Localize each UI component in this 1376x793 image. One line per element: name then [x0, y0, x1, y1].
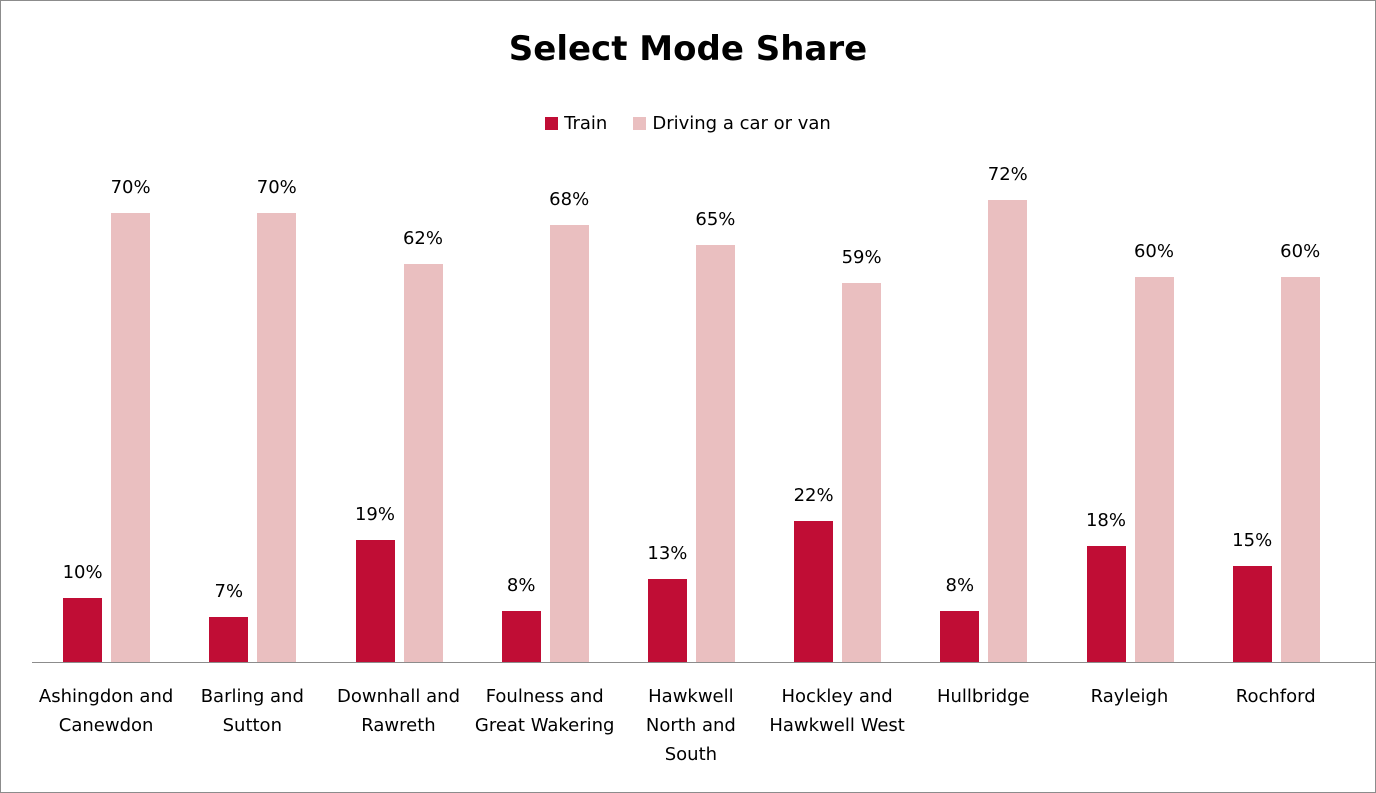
legend-swatch — [545, 117, 559, 130]
x-tick-label: Hullbridge — [936, 686, 1030, 707]
data-label: 60% — [1133, 240, 1174, 262]
bar — [988, 199, 1028, 662]
bar — [940, 610, 980, 662]
x-tick-label: Hawkwell North and South — [645, 686, 736, 765]
bar — [1086, 546, 1126, 662]
legend: Train Driving a car or van — [1, 113, 1375, 134]
x-tick-label: Ashingdon and Canewdon — [38, 686, 174, 736]
x-tick-label: Hockley and Hawkwell West — [769, 686, 905, 736]
bar — [1134, 276, 1174, 662]
data-label: 8% — [506, 574, 536, 596]
legend-item: Driving a car or van — [633, 113, 831, 134]
x-tick-label: Barling and Sutton — [200, 686, 304, 736]
data-label: 18% — [1085, 510, 1126, 532]
data-label: 7% — [214, 581, 244, 603]
legend-swatch — [633, 117, 647, 130]
x-tick-label: Foulness and Great Wakering — [474, 686, 615, 736]
x-tick-label: Rayleigh — [1090, 686, 1169, 707]
bar — [1232, 565, 1272, 662]
bar — [1280, 276, 1320, 662]
data-label: 59% — [841, 247, 882, 269]
bar — [647, 578, 687, 662]
bar — [794, 520, 834, 662]
bar — [257, 212, 297, 662]
data-label: 8% — [945, 574, 975, 596]
data-label: 65% — [695, 208, 736, 230]
bar — [501, 610, 541, 662]
data-label: 19% — [354, 504, 395, 526]
data-label: 62% — [402, 227, 443, 249]
x-axis-line — [32, 662, 1375, 663]
x-tick-label: Downhall and Rawreth — [336, 686, 461, 736]
data-label: 22% — [793, 484, 834, 506]
bar — [403, 263, 443, 662]
data-label: 70% — [256, 176, 297, 198]
chart-title: Select Mode Share — [508, 29, 868, 69]
legend-item: Train — [545, 113, 607, 134]
data-label: 60% — [1280, 240, 1321, 262]
data-label: 72% — [987, 163, 1028, 185]
legend-label: Driving a car or van — [652, 113, 831, 134]
bar — [355, 540, 395, 662]
legend-label: Train — [564, 113, 608, 134]
data-label: 10% — [62, 561, 103, 583]
data-label: 70% — [110, 176, 151, 198]
data-label: 68% — [549, 189, 590, 211]
data-label: 13% — [647, 542, 688, 564]
bar — [63, 597, 103, 662]
bar — [111, 212, 151, 662]
bar — [695, 244, 735, 662]
x-tick-label: Rochford — [1235, 686, 1316, 707]
data-label: 15% — [1232, 529, 1273, 551]
bar — [842, 283, 882, 662]
bar — [549, 225, 589, 662]
bar — [209, 617, 249, 662]
